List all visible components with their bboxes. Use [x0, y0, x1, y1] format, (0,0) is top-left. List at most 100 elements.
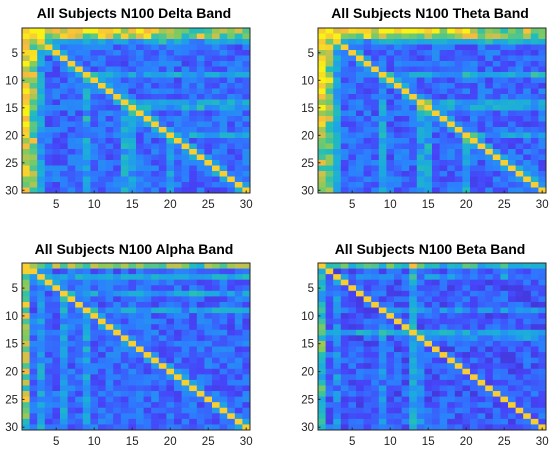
heatmap-cell — [470, 357, 478, 364]
heatmap-cell — [189, 61, 198, 67]
heatmap-cell — [416, 268, 425, 275]
heatmap-cell — [363, 301, 372, 308]
heatmap-cell — [181, 424, 190, 431]
heatmap-cell — [60, 402, 68, 409]
heatmap-cell — [409, 290, 418, 297]
heatmap-cell — [166, 61, 175, 67]
heatmap-cell — [22, 357, 30, 364]
heatmap-cell — [52, 307, 61, 314]
heatmap-cell — [470, 187, 478, 194]
heatmap-cell — [136, 77, 144, 84]
heatmap-cell — [318, 296, 326, 303]
heatmap-cell — [462, 274, 471, 281]
heatmap-cell — [44, 368, 53, 375]
heatmap-cell — [75, 290, 84, 297]
heatmap-cell — [394, 352, 402, 359]
heatmap-cell — [128, 187, 137, 194]
heatmap-cell — [462, 39, 471, 45]
heatmap-cell — [462, 88, 471, 95]
heatmap-cell — [219, 127, 228, 133]
heatmap-cell — [348, 379, 357, 386]
heatmap-cell — [22, 61, 30, 67]
heatmap-cell — [113, 88, 122, 95]
heatmap-cell — [75, 28, 84, 34]
heatmap-cell — [22, 313, 30, 320]
heatmap-cell — [416, 263, 425, 269]
heatmap-cell — [386, 83, 395, 89]
heatmap-cell — [189, 368, 198, 375]
heatmap-cell — [113, 285, 122, 292]
heatmap-cell — [166, 72, 175, 78]
heatmap-cell — [105, 28, 114, 34]
heatmap-cell — [432, 290, 440, 297]
heatmap-cell — [356, 290, 364, 297]
heatmap-cell — [439, 352, 448, 359]
heatmap-cell — [432, 374, 440, 381]
heatmap-cell — [189, 160, 198, 166]
heatmap-cell — [181, 352, 190, 359]
heatmap-cell — [196, 116, 205, 122]
heatmap-cell — [227, 77, 236, 84]
heatmap-cell — [356, 418, 364, 425]
heatmap-cell — [52, 165, 61, 172]
heatmap-cell — [454, 132, 463, 139]
heatmap-cell — [401, 268, 410, 275]
heatmap-cell — [120, 368, 129, 375]
heatmap-cell — [158, 263, 167, 269]
heatmap-cell — [67, 110, 76, 117]
heatmap-cell — [416, 105, 425, 111]
heatmap-cell — [234, 50, 243, 56]
heatmap-cell — [242, 329, 251, 336]
heatmap-cell — [128, 318, 137, 325]
heatmap-cell — [181, 268, 190, 275]
heatmap-cell — [212, 138, 220, 144]
heatmap-cell — [470, 121, 478, 128]
heatmap-cell — [340, 182, 349, 188]
heatmap-cell — [424, 94, 433, 100]
heatmap-cell — [416, 324, 425, 331]
heatmap-cell — [204, 28, 213, 34]
heatmap-cell — [98, 335, 106, 342]
heatmap-cell — [90, 407, 99, 414]
heatmap-cell — [500, 301, 509, 308]
heatmap-cell — [60, 33, 68, 40]
heatmap-cell — [37, 154, 46, 161]
heatmap-cell — [166, 279, 175, 286]
x-tick-label: 25 — [498, 436, 511, 448]
heatmap-cell — [166, 363, 175, 370]
heatmap-cell — [462, 279, 471, 286]
heatmap-cell — [143, 138, 152, 144]
heatmap-cell — [394, 290, 402, 297]
heatmap-cell — [105, 329, 114, 336]
heatmap-cell — [454, 335, 463, 342]
heatmap-cell — [67, 83, 76, 89]
heatmap-cell — [136, 279, 144, 286]
heatmap-cell — [136, 413, 144, 420]
heatmap-cell — [113, 296, 122, 303]
heatmap-cell — [44, 149, 53, 155]
heatmap-cell — [462, 318, 471, 325]
heatmap-cell — [500, 160, 509, 166]
heatmap-cell — [333, 50, 342, 56]
heatmap-cell — [158, 165, 167, 172]
heatmap-cell — [204, 182, 213, 188]
heatmap-cell — [538, 340, 547, 347]
heatmap-cell — [401, 407, 410, 414]
heatmap-cell — [356, 105, 364, 111]
heatmap-cell — [227, 307, 236, 314]
heatmap-cell — [454, 391, 463, 397]
heatmap-cell — [98, 77, 106, 84]
heatmap-cell — [439, 55, 448, 62]
heatmap-cell — [378, 396, 387, 403]
heatmap-cell — [242, 407, 251, 414]
heatmap-cell — [477, 374, 486, 381]
heatmap-cell — [333, 39, 342, 45]
heatmap-cell — [348, 66, 357, 73]
heatmap-cell — [409, 105, 418, 111]
heatmap-cell — [530, 301, 539, 308]
heatmap-cell — [371, 313, 380, 320]
heatmap-cell — [325, 154, 334, 161]
heatmap-cell — [538, 418, 547, 425]
heatmap-cell — [22, 39, 30, 45]
heatmap-cell — [485, 402, 494, 409]
